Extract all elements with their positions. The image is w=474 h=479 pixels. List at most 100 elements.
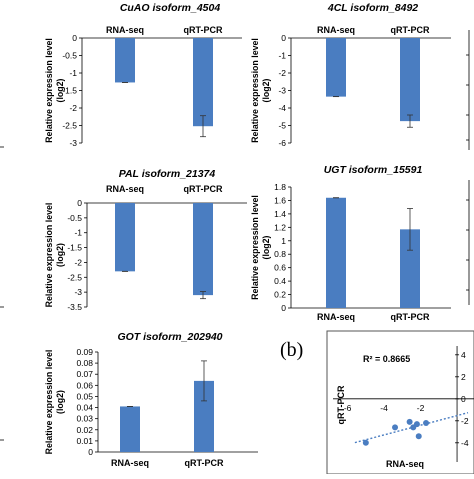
scatter-y-axis-label-text: qRT-PCR [336, 385, 346, 424]
scatter-x-axis-label: RNA-seq [386, 459, 424, 469]
bar-qrt-pcr [400, 38, 420, 122]
y-tick-label: 1.6 [274, 195, 286, 205]
scatter-point [392, 424, 399, 431]
y-tick-label: 0.06 [76, 380, 93, 390]
category-label: RNA-seq [106, 184, 144, 194]
chart-title: 4CL isoform_8492 [327, 2, 418, 14]
scatter-point [406, 418, 413, 425]
y-tick-label: -2.5 [67, 272, 82, 282]
y-axis-label: Relative expression level (log2) [44, 203, 65, 308]
bar-rna-seq [326, 38, 346, 97]
y-axis-label: Relative expression level (log2) [250, 38, 271, 143]
scatter-y-tick-label: 0 [461, 394, 466, 404]
y-tick-label: -3 [74, 287, 82, 297]
y-tick-label: 0 [281, 303, 286, 313]
scatter-y-tick-label: -4 [461, 438, 469, 448]
bar-qrt-pcr [193, 38, 213, 127]
y-tick-label: -2.5 [62, 121, 77, 131]
chart-title: GOT isoform_202940 [117, 331, 222, 343]
scatter-trendline [354, 412, 469, 444]
scatter-point [415, 433, 422, 440]
y-tick-label: 0 [77, 198, 82, 208]
category-label: qRT-PCR [185, 458, 224, 468]
scatter-y-tick-label: 4 [461, 350, 466, 360]
scatter-x-tick-label: -6 [344, 403, 352, 413]
y-tick-label: 0.09 [76, 347, 93, 357]
y-axis-label-line1: Relative expression level [250, 195, 260, 300]
chart-title: PAL isoform_21374 [119, 168, 216, 180]
bar-rna-seq [326, 197, 346, 308]
y-tick-label: 0.6 [274, 263, 286, 273]
bar-rna-seq [115, 38, 135, 83]
y-tick-label: -3.5 [67, 302, 82, 312]
y-tick-label: 0 [281, 33, 286, 43]
y-tick-label: 0.05 [76, 391, 93, 401]
y-tick-label: 1.2 [274, 222, 286, 232]
y-tick-label: -0.5 [67, 213, 82, 223]
y-axis-label-line2: (log2) [55, 78, 65, 102]
y-axis-label: Relative expression level (log2) [250, 195, 271, 300]
category-label: RNA-seq [317, 25, 355, 35]
category-label: qRT-PCR [184, 184, 223, 194]
scatter-point [362, 439, 369, 446]
y-tick-label: -2 [278, 68, 286, 78]
y-tick-label: 0.08 [76, 358, 93, 368]
y-tick-label: 0.01 [76, 436, 93, 446]
y-tick-label: -1 [69, 68, 77, 78]
scatter-point [413, 421, 420, 428]
bar-rna-seq [120, 406, 140, 452]
y-tick-label: 0.07 [76, 369, 93, 379]
y-tick-label: 0.8 [274, 249, 286, 259]
y-axis-label-line1: Relative expression level [44, 203, 54, 308]
y-tick-label: 0.4 [274, 276, 286, 286]
scatter-y-tick-label: -2 [461, 416, 469, 426]
y-tick-label: 1.4 [274, 209, 286, 219]
category-label: RNA-seq [106, 25, 144, 35]
y-tick-label: -1 [278, 51, 286, 61]
y-tick-label: 0.02 [76, 425, 93, 435]
r-squared-annotation: R² = 0.8665 [363, 354, 410, 364]
y-tick-label: 0 [72, 33, 77, 43]
y-tick-label: -2 [74, 257, 82, 267]
y-axis-label: Relative expression level (log2) [44, 38, 65, 143]
y-tick-label: 0.03 [76, 414, 93, 424]
category-label: qRT-PCR [391, 25, 430, 35]
y-tick-label: -1.5 [67, 243, 82, 253]
y-axis-label-line1: Relative expression level [44, 38, 54, 143]
y-tick-label: 0.04 [76, 403, 93, 413]
y-tick-label: -1.5 [62, 86, 77, 96]
y-tick-label: -1 [74, 228, 82, 238]
y-tick-label: -2 [69, 103, 77, 113]
y-axis-label-line2: (log2) [261, 235, 271, 259]
bar-qrt-pcr [193, 203, 213, 296]
y-axis-label-line1: Relative expression level [44, 350, 54, 455]
y-tick-label: -0.5 [62, 51, 77, 61]
y-tick-label: -6 [278, 138, 286, 148]
panel-label: (b) [280, 339, 303, 361]
chart-title: UGT isoform_15591 [324, 164, 423, 176]
bar-qrt-pcr [194, 380, 214, 452]
y-tick-label: 0.2 [274, 290, 286, 300]
bar-rna-seq [115, 203, 135, 272]
y-tick-label: 1.8 [274, 182, 286, 192]
y-tick-label: 1 [281, 236, 286, 246]
scatter-x-tick-label: -4 [380, 403, 388, 413]
scatter-y-tick-label: 2 [461, 372, 466, 382]
y-axis-label-line2: (log2) [55, 390, 65, 414]
y-tick-label: 0 [88, 447, 93, 457]
category-label: qRT-PCR [391, 312, 430, 322]
y-axis-label-line2: (log2) [55, 243, 65, 267]
y-tick-label: -3 [278, 86, 286, 96]
bar-qrt-pcr [400, 229, 420, 308]
scatter-y-axis-label: qRT-PCR [336, 385, 346, 424]
category-label: RNA-seq [317, 312, 355, 322]
y-tick-label: -4 [278, 103, 286, 113]
y-tick-label: -5 [278, 121, 286, 131]
chart-title: CuAO isoform_4504 [120, 2, 221, 14]
y-tick-label: -3 [69, 138, 77, 148]
scatter-x-tick-label: -2 [417, 403, 425, 413]
category-label: qRT-PCR [184, 25, 223, 35]
category-label: RNA-seq [111, 458, 149, 468]
